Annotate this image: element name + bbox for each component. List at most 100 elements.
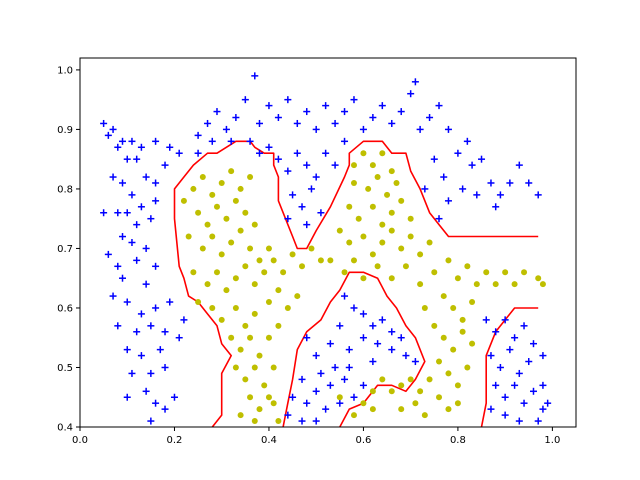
plus-point <box>161 328 169 336</box>
plus-point <box>293 149 301 157</box>
dot-point <box>374 174 381 181</box>
plus-point <box>463 137 471 145</box>
plus-point <box>529 387 537 395</box>
plus-point <box>322 405 330 413</box>
plus-point <box>506 346 514 354</box>
plus-point <box>478 155 486 163</box>
plus-point <box>137 143 145 151</box>
dot-point <box>440 334 447 341</box>
dot-point <box>450 304 457 311</box>
plus-point <box>142 173 150 181</box>
dot-point <box>242 209 249 216</box>
x-tick-label: 0.2 <box>167 435 183 446</box>
dot-point <box>228 334 235 341</box>
dot-point <box>209 191 216 198</box>
dot-point <box>317 257 324 264</box>
dot-point <box>464 263 471 270</box>
dot-point <box>450 346 457 353</box>
dot-point <box>299 263 306 270</box>
dot-point <box>469 299 476 306</box>
plus-point <box>298 417 306 425</box>
plus-point <box>444 125 452 133</box>
plus-point <box>128 369 136 377</box>
dot-point <box>204 221 211 228</box>
dot-point <box>242 263 249 270</box>
dot-point <box>204 281 211 288</box>
plus-point <box>435 102 443 110</box>
dot-point <box>327 257 334 264</box>
dot-point <box>237 227 244 234</box>
plus-point <box>444 197 452 205</box>
dot-point <box>407 233 414 240</box>
plus-point <box>350 393 358 401</box>
plus-point <box>123 298 131 306</box>
dot-point <box>535 275 542 282</box>
dot-point <box>228 168 235 175</box>
dot-point <box>256 257 263 264</box>
dot-point <box>251 310 258 317</box>
dot-point <box>369 251 376 258</box>
dot-point <box>284 304 291 311</box>
plus-point <box>128 137 136 145</box>
plus-point <box>147 369 155 377</box>
plus-point <box>175 334 183 342</box>
plus-point <box>529 340 537 348</box>
plus-point <box>359 381 367 389</box>
plus-point <box>161 161 169 169</box>
plus-point <box>100 119 108 127</box>
dot-point <box>421 412 428 419</box>
y-tick-label: 0.9 <box>57 125 73 136</box>
plus-point <box>289 191 297 199</box>
plus-point <box>421 185 429 193</box>
plus-point <box>317 369 325 377</box>
plus-point <box>525 179 533 187</box>
dot-point <box>265 245 272 252</box>
plus-point <box>161 405 169 413</box>
plus-point <box>331 161 339 169</box>
plus-point <box>213 108 221 116</box>
plus-point <box>534 191 542 199</box>
plus-point <box>104 131 112 139</box>
dot-point <box>247 245 254 252</box>
dot-point <box>469 340 476 347</box>
dot-point <box>521 269 528 276</box>
plus-point <box>492 381 500 389</box>
plus-point <box>397 108 405 116</box>
plus-point <box>109 125 117 133</box>
dot-point <box>360 233 367 240</box>
dot-point <box>213 269 220 276</box>
plus-point <box>359 310 367 318</box>
x-axis: 0.0 0.2 0.4 0.6 0.8 1.0 <box>72 427 560 446</box>
plus-point <box>133 155 141 163</box>
plus-point <box>265 143 273 151</box>
dot-point <box>426 239 433 246</box>
dot-point <box>195 299 202 306</box>
plus-point <box>152 179 160 187</box>
plus-point <box>284 215 292 223</box>
dot-point <box>388 168 395 175</box>
plus-point <box>119 274 127 282</box>
plus-point <box>350 96 358 104</box>
dot-point <box>454 400 461 407</box>
dot-point <box>398 382 405 389</box>
dot-point <box>539 281 546 288</box>
plus-point <box>468 161 476 169</box>
y-tick-label: 0.6 <box>57 303 73 314</box>
dot-point <box>270 257 277 264</box>
dot-point <box>436 358 443 365</box>
dot-point <box>237 185 244 192</box>
plus-point <box>341 108 349 116</box>
boundary-line-3 <box>480 307 539 427</box>
plus-point <box>515 417 523 425</box>
plus-point <box>119 179 127 187</box>
dot-point <box>402 263 409 270</box>
plus-point <box>194 131 202 139</box>
plus-point <box>326 381 334 389</box>
plus-point <box>284 411 292 419</box>
plus-point <box>515 369 523 377</box>
plus-point <box>241 96 249 104</box>
plus-point <box>359 125 367 133</box>
plus-point <box>534 417 542 425</box>
dot-point <box>209 233 216 240</box>
dot-point <box>454 275 461 282</box>
